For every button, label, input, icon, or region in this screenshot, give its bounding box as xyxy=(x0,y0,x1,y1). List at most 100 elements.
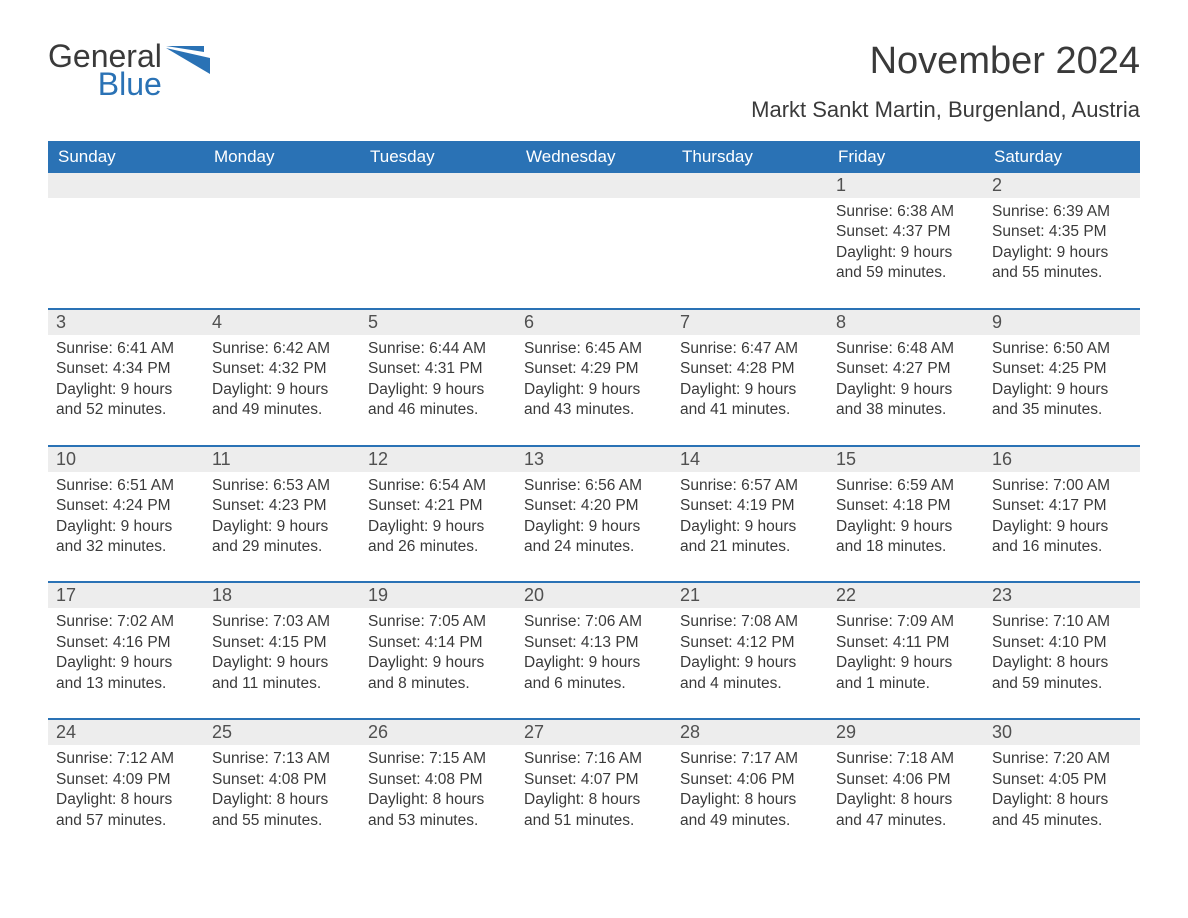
sunrise-text: Sunrise: 6:44 AM xyxy=(368,339,508,359)
daylight-text-1: Daylight: 8 hours xyxy=(992,790,1132,810)
sunrise-text: Sunrise: 6:39 AM xyxy=(992,202,1132,222)
daylight-text-2: and 13 minutes. xyxy=(56,674,196,694)
day-cell: 9Sunrise: 6:50 AMSunset: 4:25 PMDaylight… xyxy=(984,308,1140,445)
day-number: 29 xyxy=(828,720,984,745)
day-details: Sunrise: 7:09 AMSunset: 4:11 PMDaylight:… xyxy=(828,608,984,694)
sunset-text: Sunset: 4:35 PM xyxy=(992,222,1132,242)
sunrise-text: Sunrise: 7:16 AM xyxy=(524,749,664,769)
daylight-text-1: Daylight: 9 hours xyxy=(836,517,976,537)
day-number: 21 xyxy=(672,583,828,608)
daylight-text-1: Daylight: 9 hours xyxy=(524,653,664,673)
day-number: 14 xyxy=(672,447,828,472)
day-cell: 25Sunrise: 7:13 AMSunset: 4:08 PMDayligh… xyxy=(204,718,360,855)
daylight-text-2: and 6 minutes. xyxy=(524,674,664,694)
sunset-text: Sunset: 4:06 PM xyxy=(836,770,976,790)
sunrise-text: Sunrise: 6:42 AM xyxy=(212,339,352,359)
calendar-grid: SundayMondayTuesdayWednesdayThursdayFrid… xyxy=(48,141,1140,855)
daylight-text-2: and 59 minutes. xyxy=(992,674,1132,694)
day-cell: 22Sunrise: 7:09 AMSunset: 4:11 PMDayligh… xyxy=(828,581,984,718)
sunrise-text: Sunrise: 6:38 AM xyxy=(836,202,976,222)
daylight-text-1: Daylight: 8 hours xyxy=(56,790,196,810)
sunset-text: Sunset: 4:08 PM xyxy=(212,770,352,790)
day-number: 17 xyxy=(48,583,204,608)
daylight-text-2: and 26 minutes. xyxy=(368,537,508,557)
day-details: Sunrise: 7:05 AMSunset: 4:14 PMDaylight:… xyxy=(360,608,516,694)
weekday-header: Thursday xyxy=(672,141,828,173)
daylight-text-1: Daylight: 9 hours xyxy=(56,653,196,673)
daylight-text-1: Daylight: 9 hours xyxy=(56,380,196,400)
day-number: 13 xyxy=(516,447,672,472)
day-number: 10 xyxy=(48,447,204,472)
day-number: 9 xyxy=(984,310,1140,335)
day-number xyxy=(204,173,360,198)
day-number xyxy=(516,173,672,198)
daylight-text-1: Daylight: 9 hours xyxy=(836,380,976,400)
daylight-text-2: and 16 minutes. xyxy=(992,537,1132,557)
day-cell: 17Sunrise: 7:02 AMSunset: 4:16 PMDayligh… xyxy=(48,581,204,718)
daylight-text-2: and 45 minutes. xyxy=(992,811,1132,831)
day-number: 27 xyxy=(516,720,672,745)
day-details: Sunrise: 7:12 AMSunset: 4:09 PMDaylight:… xyxy=(48,745,204,831)
sunrise-text: Sunrise: 6:54 AM xyxy=(368,476,508,496)
sunset-text: Sunset: 4:12 PM xyxy=(680,633,820,653)
day-details: Sunrise: 7:16 AMSunset: 4:07 PMDaylight:… xyxy=(516,745,672,831)
daylight-text-1: Daylight: 9 hours xyxy=(836,243,976,263)
daylight-text-2: and 51 minutes. xyxy=(524,811,664,831)
sunset-text: Sunset: 4:20 PM xyxy=(524,496,664,516)
sunrise-text: Sunrise: 7:02 AM xyxy=(56,612,196,632)
day-cell: 8Sunrise: 6:48 AMSunset: 4:27 PMDaylight… xyxy=(828,308,984,445)
day-cell: 24Sunrise: 7:12 AMSunset: 4:09 PMDayligh… xyxy=(48,718,204,855)
day-details: Sunrise: 6:54 AMSunset: 4:21 PMDaylight:… xyxy=(360,472,516,558)
day-number: 26 xyxy=(360,720,516,745)
day-number: 15 xyxy=(828,447,984,472)
day-cell: 3Sunrise: 6:41 AMSunset: 4:34 PMDaylight… xyxy=(48,308,204,445)
daylight-text-2: and 18 minutes. xyxy=(836,537,976,557)
day-cell: 11Sunrise: 6:53 AMSunset: 4:23 PMDayligh… xyxy=(204,445,360,582)
day-cell: 5Sunrise: 6:44 AMSunset: 4:31 PMDaylight… xyxy=(360,308,516,445)
day-cell: 13Sunrise: 6:56 AMSunset: 4:20 PMDayligh… xyxy=(516,445,672,582)
sunrise-text: Sunrise: 7:17 AM xyxy=(680,749,820,769)
daylight-text-1: Daylight: 9 hours xyxy=(212,653,352,673)
daylight-text-2: and 55 minutes. xyxy=(992,263,1132,283)
day-details: Sunrise: 6:45 AMSunset: 4:29 PMDaylight:… xyxy=(516,335,672,421)
sunset-text: Sunset: 4:09 PM xyxy=(56,770,196,790)
sunset-text: Sunset: 4:27 PM xyxy=(836,359,976,379)
sunrise-text: Sunrise: 7:05 AM xyxy=(368,612,508,632)
daylight-text-1: Daylight: 9 hours xyxy=(212,517,352,537)
day-cell: 4Sunrise: 6:42 AMSunset: 4:32 PMDaylight… xyxy=(204,308,360,445)
daylight-text-1: Daylight: 9 hours xyxy=(56,517,196,537)
sunset-text: Sunset: 4:19 PM xyxy=(680,496,820,516)
sunrise-text: Sunrise: 7:18 AM xyxy=(836,749,976,769)
day-details: Sunrise: 6:44 AMSunset: 4:31 PMDaylight:… xyxy=(360,335,516,421)
day-number: 2 xyxy=(984,173,1140,198)
daylight-text-2: and 21 minutes. xyxy=(680,537,820,557)
day-details: Sunrise: 6:38 AMSunset: 4:37 PMDaylight:… xyxy=(828,198,984,284)
day-details: Sunrise: 7:18 AMSunset: 4:06 PMDaylight:… xyxy=(828,745,984,831)
sunrise-text: Sunrise: 6:41 AM xyxy=(56,339,196,359)
day-details: Sunrise: 6:56 AMSunset: 4:20 PMDaylight:… xyxy=(516,472,672,558)
day-cell: 1Sunrise: 6:38 AMSunset: 4:37 PMDaylight… xyxy=(828,173,984,308)
sunset-text: Sunset: 4:08 PM xyxy=(368,770,508,790)
daylight-text-2: and 4 minutes. xyxy=(680,674,820,694)
day-cell xyxy=(516,173,672,308)
sunrise-text: Sunrise: 6:50 AM xyxy=(992,339,1132,359)
daylight-text-2: and 32 minutes. xyxy=(56,537,196,557)
day-details: Sunrise: 6:47 AMSunset: 4:28 PMDaylight:… xyxy=(672,335,828,421)
day-number xyxy=(48,173,204,198)
day-cell: 12Sunrise: 6:54 AMSunset: 4:21 PMDayligh… xyxy=(360,445,516,582)
sunrise-text: Sunrise: 7:13 AM xyxy=(212,749,352,769)
sunset-text: Sunset: 4:34 PM xyxy=(56,359,196,379)
day-number: 12 xyxy=(360,447,516,472)
sunset-text: Sunset: 4:28 PM xyxy=(680,359,820,379)
day-number: 30 xyxy=(984,720,1140,745)
day-details: Sunrise: 7:03 AMSunset: 4:15 PMDaylight:… xyxy=(204,608,360,694)
day-cell: 7Sunrise: 6:47 AMSunset: 4:28 PMDaylight… xyxy=(672,308,828,445)
daylight-text-2: and 8 minutes. xyxy=(368,674,508,694)
sunset-text: Sunset: 4:14 PM xyxy=(368,633,508,653)
day-number: 11 xyxy=(204,447,360,472)
logo-flag-icon xyxy=(166,46,210,74)
daylight-text-2: and 49 minutes. xyxy=(680,811,820,831)
day-number xyxy=(672,173,828,198)
day-number: 7 xyxy=(672,310,828,335)
header: General Blue November 2024 Markt Sankt M… xyxy=(48,40,1140,123)
